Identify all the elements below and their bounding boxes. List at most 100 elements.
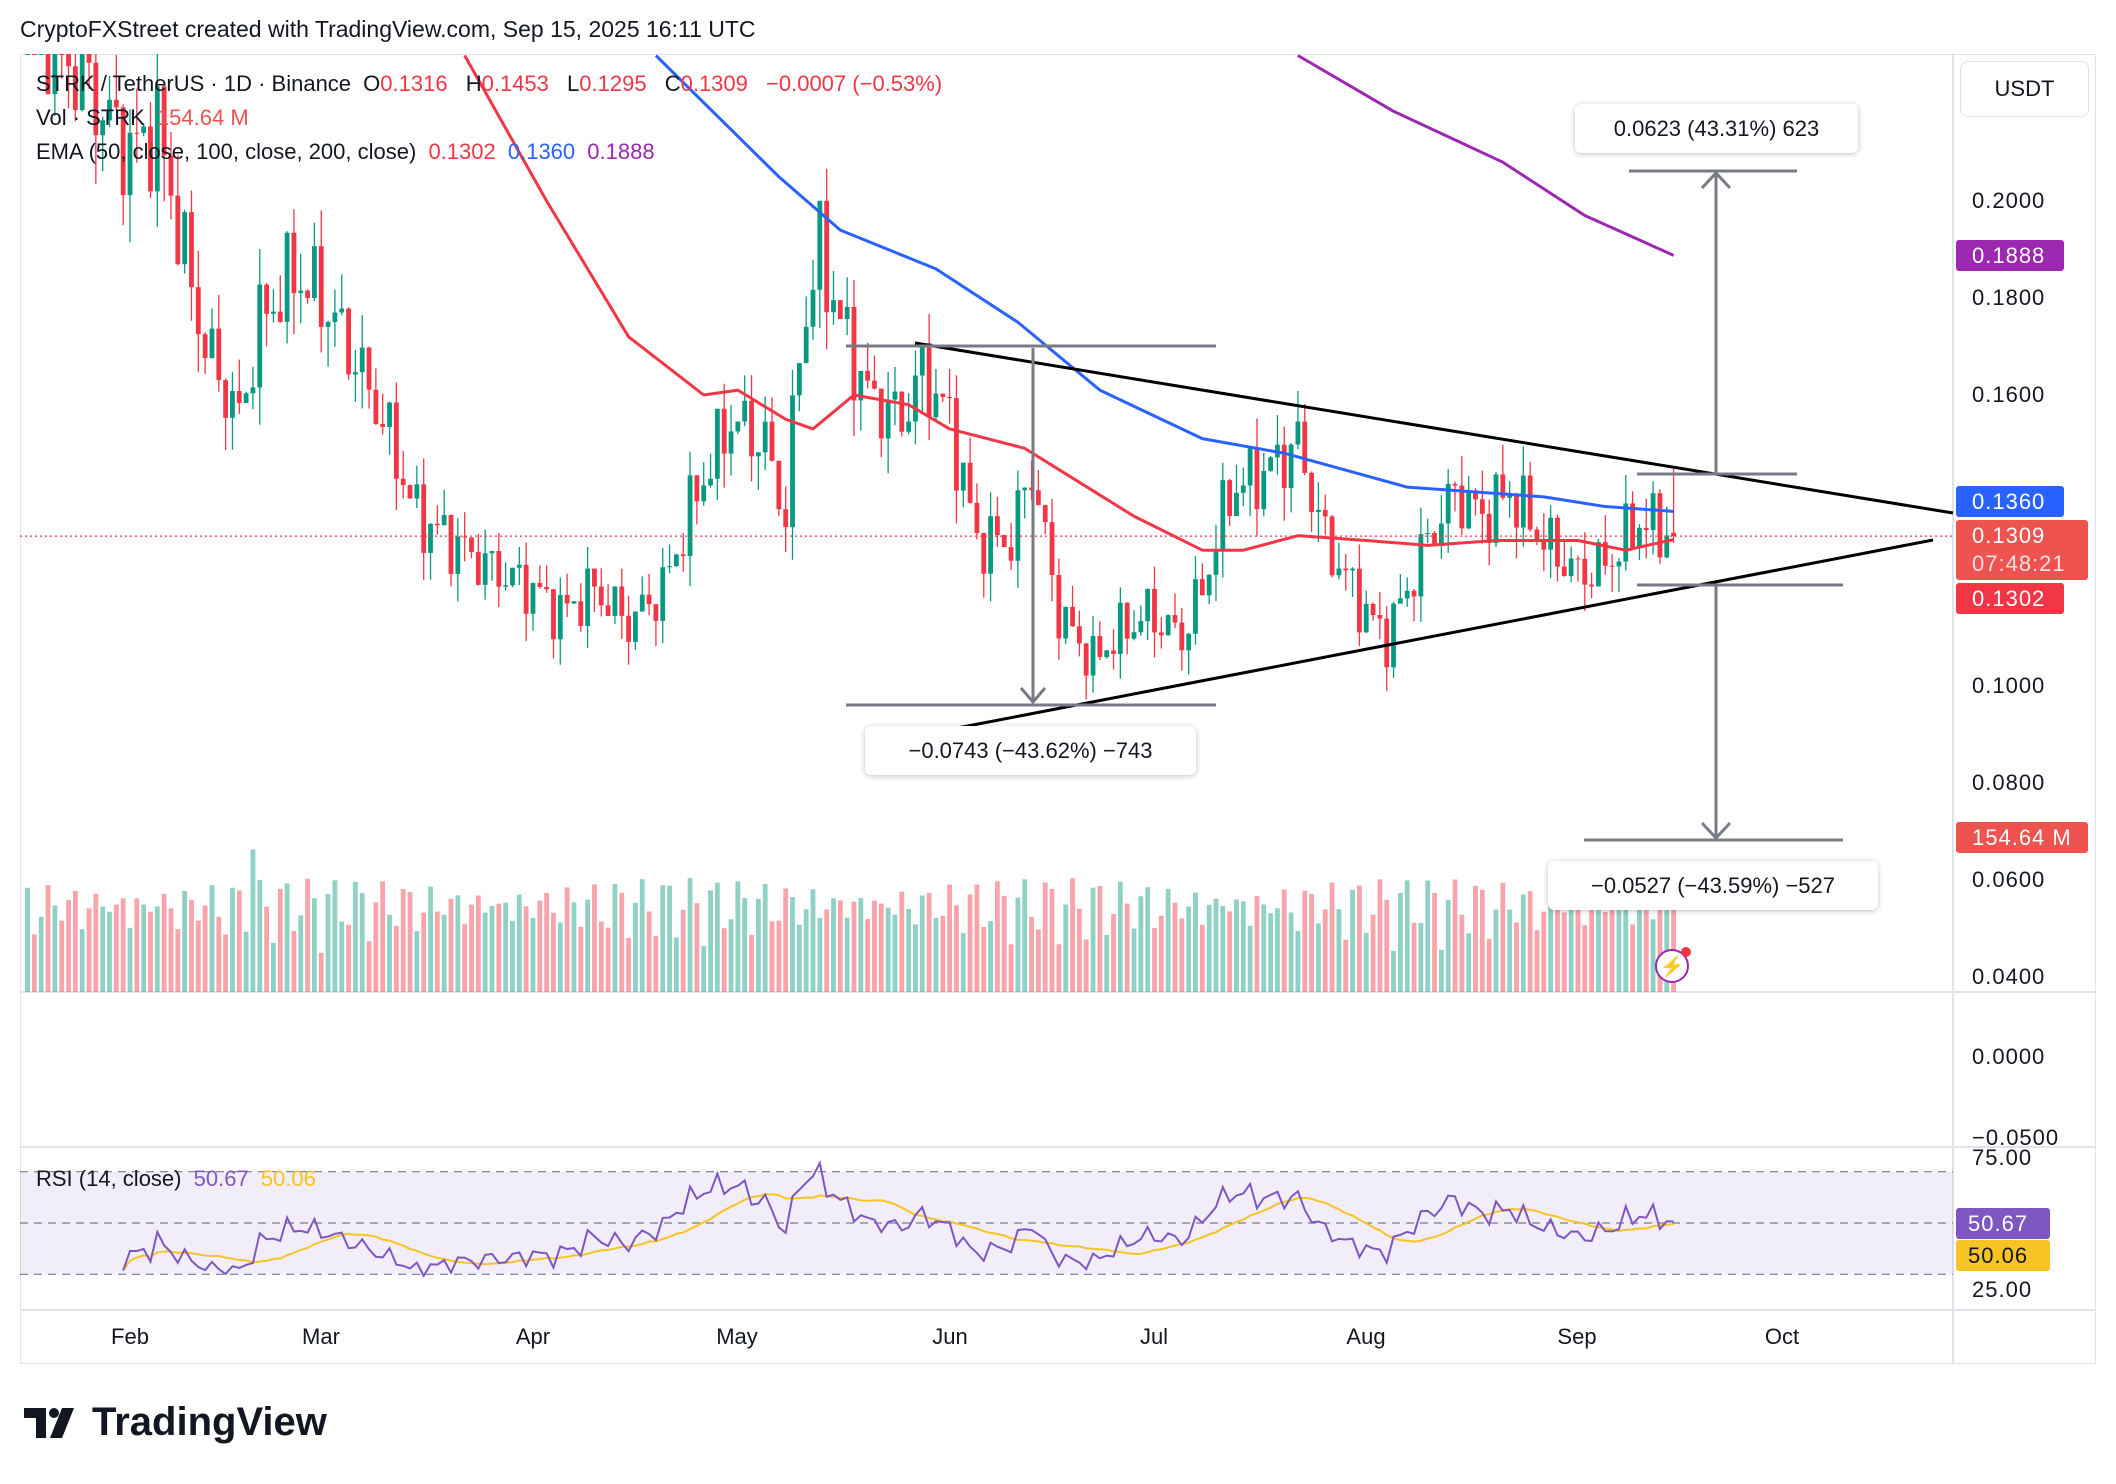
volume-bar [926,893,932,992]
symbol-legend[interactable]: STRK / TetherUS · 1D · Binance O0.1316 H… [36,71,948,97]
volume-bar [1397,892,1403,992]
volume-bar [824,909,830,992]
ema-legend[interactable]: EMA (50, close, 100, close, 200, close) … [36,139,661,165]
volume-bar [1138,896,1144,992]
candle [1555,517,1560,567]
volume-bar [790,897,795,992]
volume-bar [86,908,92,992]
candle [312,246,317,299]
rsi-label: RSI (14, close) [36,1166,182,1191]
change-value: −0.0007 (−0.53%) [766,71,943,96]
lightning-icon[interactable]: ⚡ [1655,947,1691,983]
tradingview-logo[interactable]: TradingView [24,1400,327,1445]
candle [475,551,481,585]
rsi-legend[interactable]: RSI (14, close) 50.67 50.06 [36,1166,322,1192]
volume-bar [195,920,201,992]
measure-label-upside[interactable]: 0.0623 (43.31%) 623 [1575,104,1858,153]
candle [421,484,427,553]
candle [598,586,604,606]
close-label: C [664,71,681,96]
price-tick: 0.0600 [1972,867,2046,892]
volume-bar [107,911,112,992]
volume-bar [1199,924,1205,992]
triangle-upper-trendline [914,341,1954,515]
volume-bar [885,907,891,992]
candle [633,611,638,642]
candle [298,290,304,294]
volume-bar [1432,892,1437,992]
volume-bar [995,881,1000,992]
candle [195,287,201,335]
volume-bar [496,903,502,992]
volume-bar [1172,902,1178,992]
candle [1582,558,1588,585]
candle [1561,566,1567,577]
volume-bar [284,883,290,992]
last-price: 0.1309 [1972,523,2046,548]
measure-label-downside[interactable]: −0.0527 (−43.59%) −527 [1548,861,1878,910]
volume-bar [960,933,966,992]
candle [1473,490,1478,500]
candle [100,120,106,136]
volume-bar [530,917,536,992]
volume-bar [209,885,215,992]
candle [400,478,406,486]
volume-bar [796,924,802,992]
candle [325,321,331,327]
measure-label-pattern[interactable]: −0.0743 (−43.62%) −743 [865,726,1196,775]
candle [544,586,550,590]
volume-bar [407,892,413,992]
volume-bar [1295,930,1301,992]
candle [933,393,939,418]
price-tick: 0.0800 [1972,770,2046,795]
candle [1336,568,1342,576]
volume-bars [25,849,1676,992]
candle [1432,533,1437,546]
candle [182,212,188,265]
candle [1316,509,1321,512]
candle [462,536,468,538]
candle [674,554,679,567]
candle [1186,633,1192,651]
candle [1466,490,1472,529]
candle [1329,516,1335,576]
volume-bar [1555,908,1560,992]
rsi-value: 50.67 [193,1166,249,1191]
candle [1609,565,1615,567]
volume-bar [469,904,474,992]
volume-bar [1541,911,1547,992]
volume-bar [1254,896,1260,992]
candle [1643,527,1649,531]
candle [1076,626,1082,644]
volume-bar [243,931,249,992]
high-label: H [465,71,482,96]
candle [1001,534,1007,548]
candle [803,326,809,364]
month-tick: Jul [1139,1324,1169,1349]
volume-bar [967,894,973,992]
volume-bar [1343,939,1349,992]
ema200-tag: 0.1888 [1956,240,2064,271]
candle [1377,615,1383,619]
candle [414,484,420,499]
currency-button[interactable]: USDT [1960,61,2089,117]
volume-bar [1452,879,1458,992]
candle [1425,533,1431,535]
volume-bar [1534,930,1540,992]
candle [1357,568,1362,633]
candle [93,62,99,136]
arrow-down-icon [1019,687,1047,705]
volume-bar [462,924,468,992]
volume-bar [1268,913,1274,992]
volume-bar [380,881,386,992]
volume-bar [557,922,563,992]
candle [776,460,782,510]
volume-bar [339,921,345,992]
volume-bar [161,893,167,992]
candle [346,308,351,375]
volume-bar [455,895,461,992]
candle [1193,579,1198,634]
volume-legend[interactable]: Vol · STRK 154.64 M [36,105,255,131]
candle [496,550,502,587]
